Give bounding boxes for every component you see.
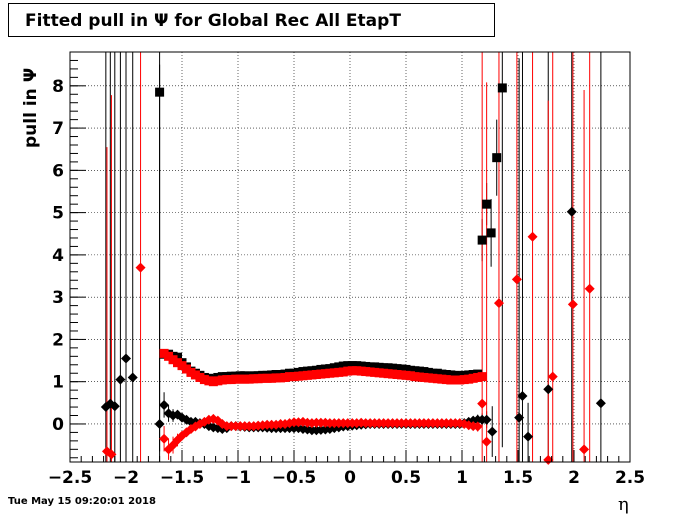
- square-marker: [497, 83, 507, 93]
- diamond-marker: [159, 399, 170, 410]
- diamond-marker: [487, 426, 498, 437]
- diamond-marker: [127, 372, 138, 383]
- y-tick-label: 3: [52, 288, 64, 308]
- square-marker: [482, 199, 492, 209]
- x-axis-label: η: [618, 494, 629, 514]
- chart-title-box: Fitted pull in Ψ for Global Rec All Etap…: [8, 3, 495, 37]
- diamond-marker: [106, 449, 117, 460]
- x-tick-label: 2.5: [615, 468, 645, 488]
- y-tick-label: 5: [52, 204, 64, 224]
- diamond-marker: [514, 412, 525, 423]
- diamond-marker: [477, 398, 488, 409]
- data-markers: [100, 83, 606, 465]
- x-tick-label: 1.5: [503, 468, 533, 488]
- x-tick-label: −0.5: [272, 468, 316, 488]
- diamond-marker: [595, 398, 606, 409]
- error-bars: [105, 52, 602, 462]
- diamond-marker: [527, 231, 538, 242]
- y-tick-label: 7: [52, 119, 64, 139]
- y-tick-label: 1: [52, 373, 64, 393]
- diamond-marker: [567, 299, 578, 310]
- x-tick-label: −1.5: [160, 468, 204, 488]
- timestamp: Tue May 15 09:20:01 2018: [8, 496, 156, 507]
- diamond-marker: [584, 283, 595, 294]
- diamond-marker: [523, 431, 534, 442]
- diamond-marker: [481, 414, 492, 425]
- y-axis-label: pull in Ψ: [21, 68, 41, 148]
- diamond-marker: [115, 374, 126, 385]
- diamond-marker: [566, 206, 577, 217]
- x-tick-label: 2: [568, 468, 580, 488]
- diamond-marker: [543, 384, 554, 395]
- x-tick-label: −2: [113, 468, 139, 488]
- x-tick-label: 1: [456, 468, 468, 488]
- y-tick-label: 2: [52, 330, 64, 350]
- y-tick-label: 8: [52, 77, 64, 97]
- x-tick-label: 0: [344, 468, 356, 488]
- square-marker: [477, 372, 487, 382]
- diamond-marker: [493, 298, 504, 309]
- diamond-marker: [159, 433, 170, 444]
- diamond-marker: [511, 274, 522, 285]
- square-marker: [155, 87, 165, 97]
- diamond-marker: [481, 436, 492, 447]
- diamond-marker: [109, 401, 120, 412]
- y-tick-label: 0: [52, 415, 64, 435]
- square-marker: [477, 235, 487, 245]
- tick-labels: −2.5 −2 −1.5 −1 −0.5 0 0.5 1 1.5 2 2.5 0 1 2 3 4 5 6 7 8: [48, 77, 645, 488]
- diamond-marker: [579, 444, 590, 455]
- chart-title: Fitted pull in Ψ for Global Rec All Etap…: [25, 11, 401, 31]
- grid-lines: [70, 52, 630, 462]
- x-tick-label: −1: [225, 468, 251, 488]
- diamond-marker: [517, 391, 528, 402]
- y-tick-label: 6: [52, 161, 64, 181]
- diamond-marker: [472, 421, 483, 432]
- diamond-marker: [135, 262, 146, 273]
- diamond-marker: [154, 418, 165, 429]
- square-marker: [492, 153, 502, 163]
- x-tick-label: −2.5: [48, 468, 92, 488]
- axis-ticks: [69, 51, 631, 462]
- square-marker: [486, 228, 496, 238]
- diamond-marker: [547, 371, 558, 382]
- y-tick-label: 4: [52, 246, 64, 266]
- diamond-marker: [121, 353, 131, 364]
- x-tick-label: 0.5: [391, 468, 421, 488]
